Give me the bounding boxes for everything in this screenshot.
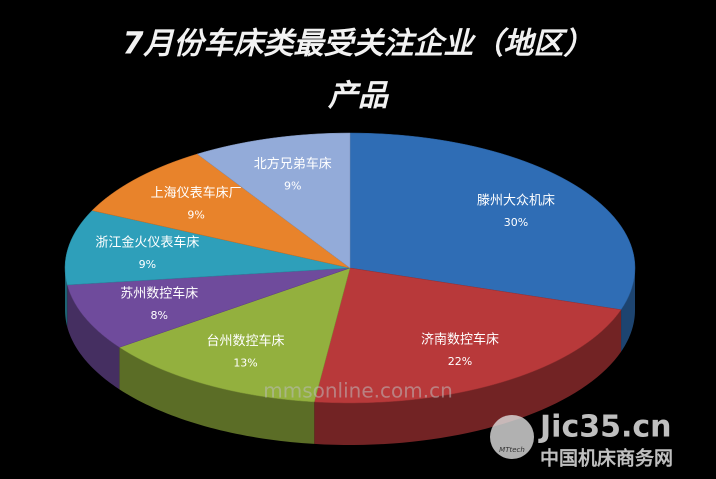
chart-title: 产品	[327, 79, 390, 114]
slice-value-label: 9%	[139, 258, 156, 271]
slice-label: 苏州数控车床	[120, 285, 198, 301]
slice-value-label: 22%	[448, 355, 472, 368]
slice-side	[621, 268, 635, 352]
slice	[349, 132, 636, 310]
slice-side	[314, 309, 622, 445]
slice	[118, 267, 351, 403]
slice-side	[119, 347, 315, 444]
slice-side	[67, 284, 120, 390]
watermark: Jic35.cn	[538, 410, 672, 445]
chart-title: 7月份车床类最受关注企业（地区）	[123, 27, 594, 62]
slice-value-label: 30%	[504, 216, 528, 229]
slice-value-label: 9%	[187, 209, 204, 222]
logo	[490, 415, 534, 459]
slice-label: 台州数控车床	[207, 333, 285, 349]
slice-label: 上海仪表车床厂	[151, 185, 242, 201]
slice-label: 济南数控车床	[421, 332, 499, 348]
slice-label: 滕州大众机床	[477, 193, 555, 208]
slice-value-label: 9%	[284, 180, 301, 193]
watermark: MTtech	[499, 446, 525, 454]
slice	[91, 153, 351, 269]
slice	[196, 132, 351, 269]
slice-value-label: 13%	[233, 357, 257, 370]
watermark: 中国机床商务网	[540, 447, 673, 470]
slice	[64, 210, 351, 286]
slice	[313, 267, 622, 404]
slice-label: 北方兄弟车床	[254, 156, 332, 172]
slice-label: 浙江金火仪表车床	[95, 234, 199, 250]
slice-value-label: 8%	[150, 309, 167, 322]
watermark: mmsonline.com.cn	[263, 379, 453, 403]
slice	[66, 267, 351, 348]
